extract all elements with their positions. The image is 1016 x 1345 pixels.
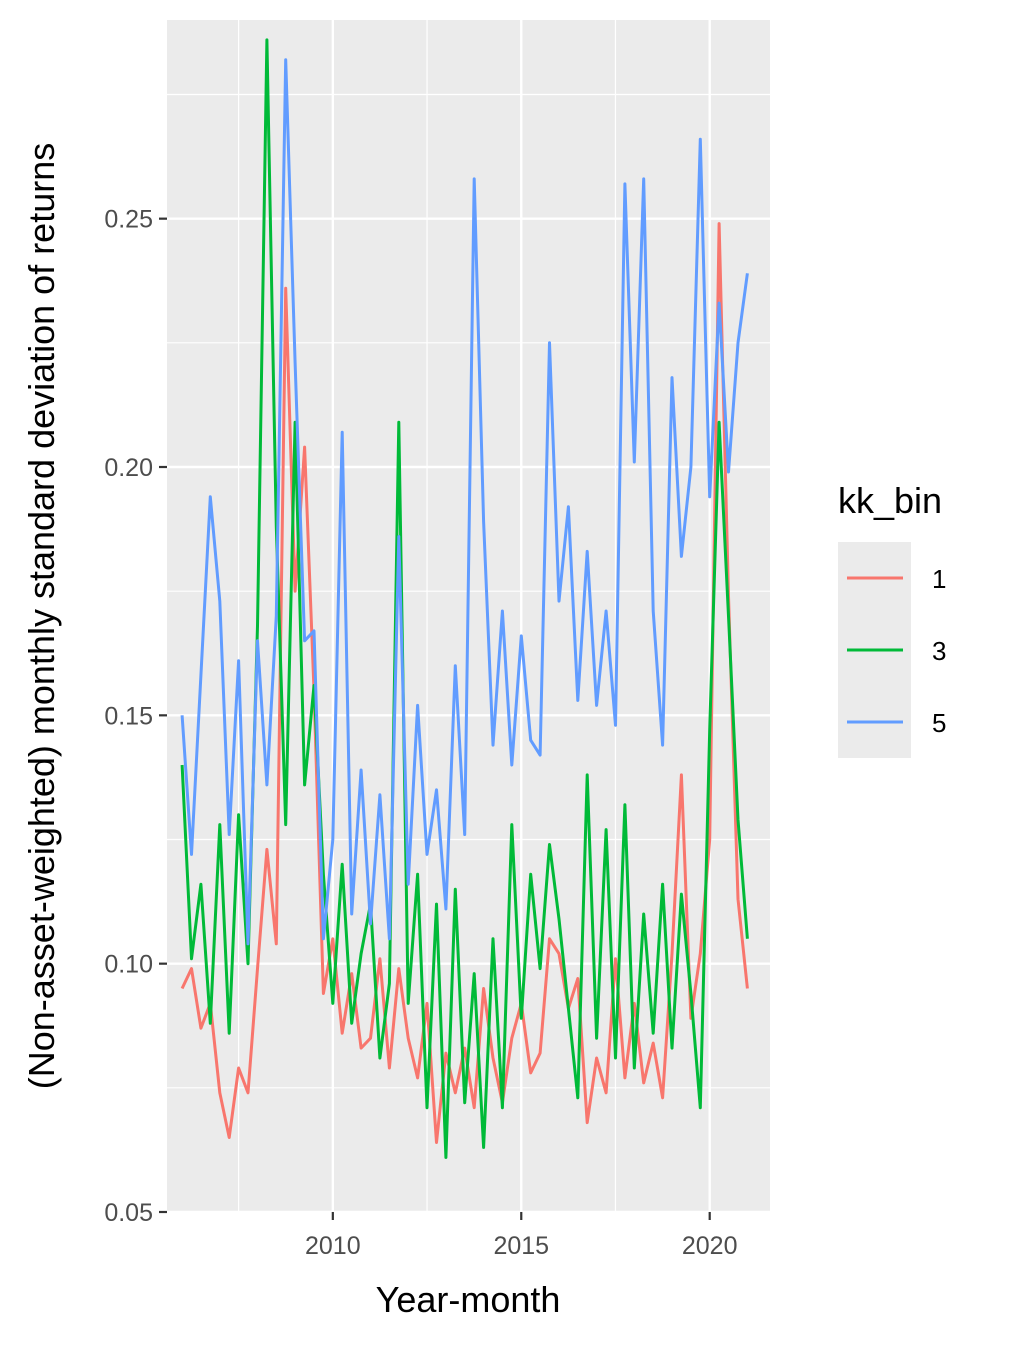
y-tick-label: 0.10 [104,951,153,979]
legend: kk_bin 1 3 5 [838,480,946,758]
series-line-1 [180,222,749,1144]
y-tick-label: 0.15 [104,702,153,730]
x-axis-title: Year-month [376,1279,561,1320]
x-axis: 2010 2015 2020 [305,1212,738,1260]
series-line-5 [180,58,749,946]
y-tick-label: 0.20 [104,454,153,482]
major-gridlines [167,20,770,1214]
legend-label-3: 3 [932,636,946,666]
y-tick-label: 0.25 [104,206,153,234]
x-tick-label: 2015 [493,1232,549,1260]
series-line-3 [180,38,749,1159]
x-tick-label: 2010 [305,1232,361,1260]
x-tick-label: 2020 [682,1232,738,1260]
series-lines [180,38,749,1159]
y-tick-label: 0.05 [104,1199,153,1227]
y-axis: 0.05 0.10 0.15 0.20 0.25 [104,206,167,1227]
legend-label-1: 1 [932,564,946,594]
legend-label-5: 5 [932,708,946,738]
y-axis-title: (Non-asset-weighted) monthly standard de… [21,143,62,1089]
legend-title: kk_bin [838,480,942,521]
